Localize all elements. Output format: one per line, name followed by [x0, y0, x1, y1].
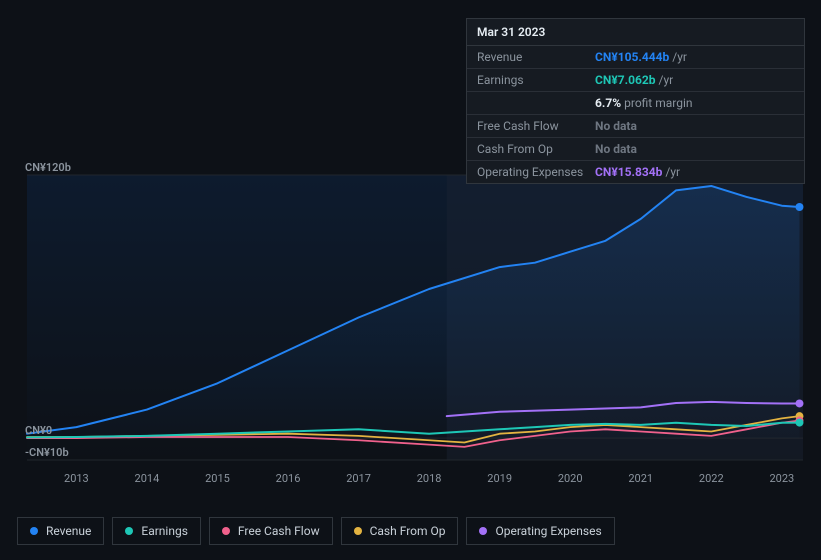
legend: Revenue Earnings Free Cash Flow Cash From O…	[17, 517, 615, 545]
tooltip-row: Operating ExpensesCN¥15.834b/yr	[467, 161, 804, 183]
legend-dot-icon	[222, 527, 230, 535]
legend-label: Revenue	[46, 524, 91, 538]
tooltip-value: CN¥15.834b/yr	[595, 165, 794, 179]
tooltip-row: RevenueCN¥105.444b/yr	[467, 46, 804, 69]
tooltip-value: CN¥105.444b/yr	[595, 50, 794, 64]
tooltip-row: Free Cash FlowNo data	[467, 115, 804, 138]
x-axis-label: 2023	[769, 472, 794, 485]
y-axis-label: CN¥0	[25, 424, 52, 437]
legend-label: Cash From Op	[370, 524, 446, 538]
legend-item-earnings[interactable]: Earnings	[112, 517, 201, 545]
legend-item-revenue[interactable]: Revenue	[17, 517, 104, 545]
legend-label: Earnings	[141, 524, 188, 538]
y-axis-label: CN¥120b	[25, 161, 71, 174]
tooltip-label: Revenue	[477, 50, 595, 64]
legend-dot-icon	[479, 527, 487, 535]
legend-item-operating-expenses[interactable]: Operating Expenses	[466, 517, 614, 545]
x-axis-label: 2017	[346, 472, 371, 485]
legend-item-free-cash-flow[interactable]: Free Cash Flow	[209, 517, 333, 545]
tooltip-value: CN¥7.062b/yr	[595, 73, 794, 87]
tooltip-label: Free Cash Flow	[477, 119, 595, 133]
x-axis-label: 2018	[417, 472, 442, 485]
tooltip-rows: RevenueCN¥105.444b/yrEarningsCN¥7.062b/y…	[467, 46, 804, 183]
x-axis-label: 2022	[699, 472, 724, 485]
tooltip-label: Cash From Op	[477, 142, 595, 156]
tooltip-row: 6.7%profit margin	[467, 92, 804, 115]
legend-dot-icon	[30, 527, 38, 535]
x-axis-label: 2019	[487, 472, 512, 485]
tooltip-label: Operating Expenses	[477, 165, 595, 179]
x-axis-label: 2020	[558, 472, 583, 485]
legend-dot-icon	[125, 527, 133, 535]
tooltip-label: Earnings	[477, 73, 595, 87]
tooltip-value: No data	[595, 142, 794, 156]
y-axis-label: -CN¥10b	[25, 446, 69, 459]
x-axis-label: 2021	[628, 472, 653, 485]
legend-dot-icon	[354, 527, 362, 535]
x-axis-label: 2013	[64, 472, 89, 485]
tooltip-value: No data	[595, 119, 794, 133]
tooltip-row: EarningsCN¥7.062b/yr	[467, 69, 804, 92]
tooltip-value: 6.7%profit margin	[595, 96, 794, 110]
x-axis-label: 2014	[135, 472, 160, 485]
data-tooltip: Mar 31 2023 RevenueCN¥105.444b/yrEarning…	[466, 18, 805, 184]
legend-label: Free Cash Flow	[238, 524, 320, 538]
tooltip-date: Mar 31 2023	[467, 19, 804, 46]
tooltip-label	[477, 96, 595, 110]
legend-label: Operating Expenses	[495, 524, 601, 538]
x-axis-label: 2016	[276, 472, 301, 485]
tooltip-row: Cash From OpNo data	[467, 138, 804, 161]
legend-item-cash-from-op[interactable]: Cash From Op	[341, 517, 459, 545]
financials-chart[interactable]: CN¥120bCN¥0-CN¥10b 201320142015201620172…	[17, 160, 805, 480]
x-axis-label: 2015	[205, 472, 230, 485]
